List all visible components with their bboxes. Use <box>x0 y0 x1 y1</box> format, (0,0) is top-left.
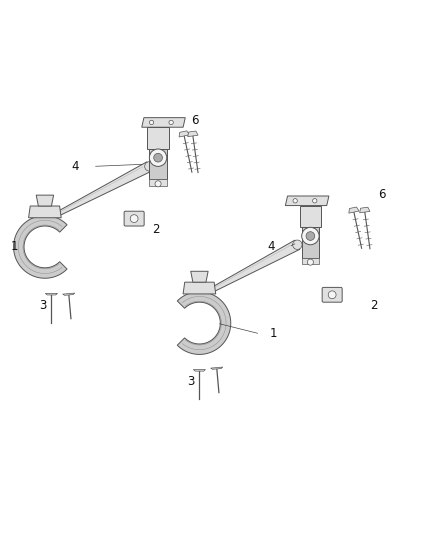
FancyBboxPatch shape <box>322 287 342 302</box>
Circle shape <box>306 232 315 240</box>
Polygon shape <box>142 118 185 127</box>
Circle shape <box>328 291 336 298</box>
Polygon shape <box>179 131 189 137</box>
Polygon shape <box>186 240 300 305</box>
Ellipse shape <box>293 199 297 203</box>
Circle shape <box>307 259 314 265</box>
Text: 4: 4 <box>72 160 79 173</box>
Circle shape <box>130 215 138 223</box>
Polygon shape <box>183 282 216 294</box>
Circle shape <box>155 181 161 187</box>
Polygon shape <box>349 207 359 213</box>
Text: 6: 6 <box>191 114 199 127</box>
Polygon shape <box>300 206 321 228</box>
Polygon shape <box>191 271 208 282</box>
FancyBboxPatch shape <box>124 211 144 226</box>
Circle shape <box>302 228 319 245</box>
Polygon shape <box>211 367 223 369</box>
Ellipse shape <box>313 199 317 203</box>
Text: 4: 4 <box>268 240 275 253</box>
Polygon shape <box>188 131 198 136</box>
Polygon shape <box>147 127 169 149</box>
Text: 2: 2 <box>152 223 159 236</box>
Text: 6: 6 <box>378 188 386 201</box>
Polygon shape <box>360 207 370 213</box>
Polygon shape <box>193 369 205 371</box>
Text: 2: 2 <box>370 299 377 312</box>
Polygon shape <box>36 195 53 206</box>
Polygon shape <box>149 180 167 186</box>
Text: 1: 1 <box>11 240 18 253</box>
Circle shape <box>154 154 162 162</box>
Polygon shape <box>286 196 329 206</box>
Text: 3: 3 <box>39 299 46 312</box>
Polygon shape <box>28 206 61 218</box>
Polygon shape <box>14 215 67 278</box>
Circle shape <box>149 149 167 166</box>
Polygon shape <box>149 149 167 180</box>
Polygon shape <box>302 258 319 264</box>
Polygon shape <box>35 161 152 227</box>
Polygon shape <box>302 228 319 258</box>
Polygon shape <box>46 293 57 295</box>
Text: 3: 3 <box>187 375 194 389</box>
Circle shape <box>293 240 302 249</box>
Polygon shape <box>177 292 231 354</box>
Ellipse shape <box>169 120 173 125</box>
Ellipse shape <box>149 120 154 125</box>
Circle shape <box>145 161 154 171</box>
Polygon shape <box>63 293 75 295</box>
Text: 1: 1 <box>270 327 277 341</box>
